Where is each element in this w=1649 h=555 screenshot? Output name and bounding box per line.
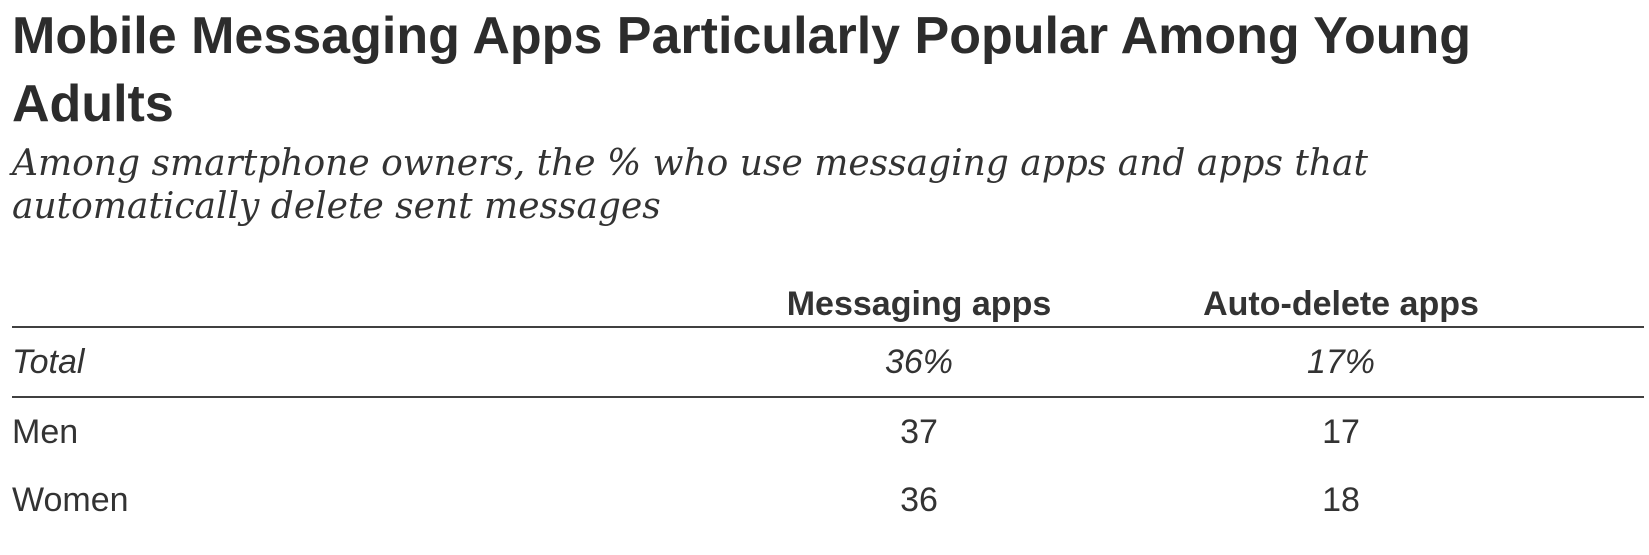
column-header-messaging-apps: Messaging apps xyxy=(786,285,1052,323)
cell-messaging-apps: 36% xyxy=(884,343,954,381)
table-row-women: Women 36 18 xyxy=(12,466,1644,534)
chart-subtitle: Among smartphone owners, the % who use m… xyxy=(12,143,1368,227)
table-header-row: Messaging apps Auto-delete apps xyxy=(12,284,1644,328)
row-label: Total xyxy=(12,343,85,381)
data-table: Messaging apps Auto-delete apps Total 36… xyxy=(12,284,1644,534)
table-row-total: Total 36% 17% xyxy=(12,328,1644,398)
cell-auto-delete-apps: 17% xyxy=(1306,343,1376,381)
cell-auto-delete-apps: 17 xyxy=(1322,413,1360,451)
cell-auto-delete-apps: 18 xyxy=(1322,481,1360,519)
cell-messaging-apps: 36 xyxy=(900,481,938,519)
cell-messaging-apps: 37 xyxy=(900,413,938,451)
row-label: Men xyxy=(12,413,79,451)
row-label: Women xyxy=(12,481,129,519)
table-row-men: Men 37 17 xyxy=(12,398,1644,466)
column-header-auto-delete-apps: Auto-delete apps xyxy=(1203,285,1479,323)
chart-title: Mobile Messaging Apps Particularly Popul… xyxy=(12,7,1472,133)
